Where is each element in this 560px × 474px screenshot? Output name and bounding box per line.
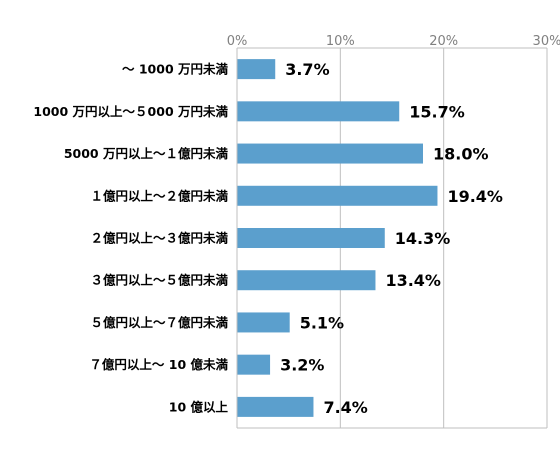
bar — [237, 312, 290, 333]
bar — [237, 354, 271, 375]
data-label: 15.7% — [409, 102, 465, 121]
x-tick-label: 10% — [326, 34, 355, 49]
bar — [237, 270, 376, 291]
bar — [237, 101, 400, 122]
category-label: 1000 万円以上〜５000 万円未満 — [33, 104, 228, 119]
bar — [237, 59, 276, 80]
data-label: 19.4% — [447, 187, 503, 206]
bar — [237, 228, 385, 248]
x-tick-label: 0% — [227, 34, 248, 49]
data-label: 18.0% — [433, 145, 489, 164]
x-tick-label: 20% — [429, 34, 458, 49]
data-label: 3.7% — [285, 60, 329, 79]
bar — [237, 396, 314, 417]
data-label: 5.1% — [300, 313, 344, 332]
data-label: 13.4% — [385, 271, 441, 290]
category-label: 10 億以上 — [169, 399, 229, 414]
category-label: ５億円以上〜７億円未満 — [90, 315, 228, 330]
bar — [237, 185, 438, 206]
x-tick-label: 30% — [533, 34, 560, 49]
data-label: 14.3% — [395, 229, 451, 248]
category-label: ２億円以上〜３億円未満 — [90, 231, 228, 246]
category-label: 〜 1000 万円未満 — [122, 62, 228, 77]
category-label: 5000 万円以上〜１億円未満 — [64, 146, 229, 161]
category-label: ７億円以上〜 10 億未満 — [89, 357, 228, 372]
data-label: 3.2% — [280, 356, 324, 375]
category-label: ３億円以上〜５億円未満 — [90, 273, 228, 288]
data-label: 7.4% — [323, 398, 367, 417]
bar — [237, 143, 423, 164]
category-label: １億円以上〜２億円未満 — [90, 188, 228, 203]
